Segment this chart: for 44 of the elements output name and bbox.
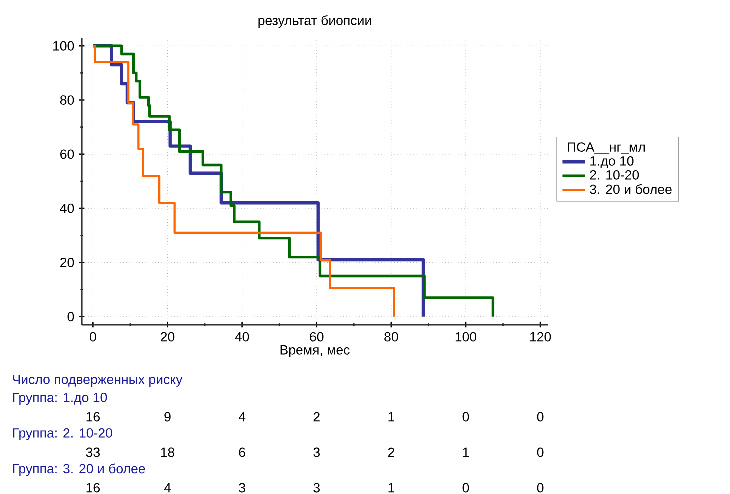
text: 4 xyxy=(238,412,246,422)
y-tick-label: 100 xyxy=(54,41,74,51)
x-tick-label: 120 xyxy=(530,332,552,342)
text: Группа: 2. 10-20 xyxy=(13,428,112,441)
text: 3 xyxy=(239,483,246,493)
x-tick-label: 80 xyxy=(384,332,398,342)
text: 1 xyxy=(388,412,394,422)
x-tick-label: 0 xyxy=(90,332,96,342)
text: 4 xyxy=(164,483,172,493)
text: Группа: 1.до 10 xyxy=(13,392,108,406)
legend-label: 1.до 10 xyxy=(590,156,634,168)
text: 3 xyxy=(314,483,320,493)
text: 6 xyxy=(239,448,246,458)
y-tick-label: 40 xyxy=(60,204,74,214)
text: 0 xyxy=(537,483,544,493)
legend-title: ПСА__нг_мл xyxy=(568,142,645,155)
text: 2 xyxy=(388,448,394,458)
x-tick-label: 40 xyxy=(235,332,250,342)
y-tick-label: 60 xyxy=(60,150,74,160)
y-tick-label: 80 xyxy=(60,96,74,105)
x-axis-title: Время, мес xyxy=(280,346,350,358)
text: 0 xyxy=(537,412,544,422)
legend-label: 2. 10-20 xyxy=(590,170,640,180)
x-tick-label: 60 xyxy=(310,332,324,342)
text: 2 xyxy=(314,412,320,422)
text: 0 xyxy=(462,483,470,493)
text: 16 xyxy=(86,483,100,493)
text: 0 xyxy=(462,412,470,422)
text: 16 xyxy=(86,412,100,422)
text: 18 xyxy=(161,448,175,458)
x-tick-label: 20 xyxy=(161,332,175,342)
y-tick-label: 0 xyxy=(68,312,74,322)
text: Число подверженных риску xyxy=(13,375,183,387)
text: 0 xyxy=(537,448,544,458)
legend-label: 3. 20 и более xyxy=(590,184,672,194)
text: 9 xyxy=(164,412,171,422)
text: 1 xyxy=(388,483,394,493)
chart-title: результат биопсии xyxy=(258,15,372,28)
x-tick-label: 100 xyxy=(456,332,477,342)
text: Группа: 3. 20 и более xyxy=(13,464,146,476)
text: 3 xyxy=(314,448,320,458)
text: 1 xyxy=(463,448,470,458)
y-tick-label: 20 xyxy=(60,258,74,268)
text: 33 xyxy=(86,448,100,458)
